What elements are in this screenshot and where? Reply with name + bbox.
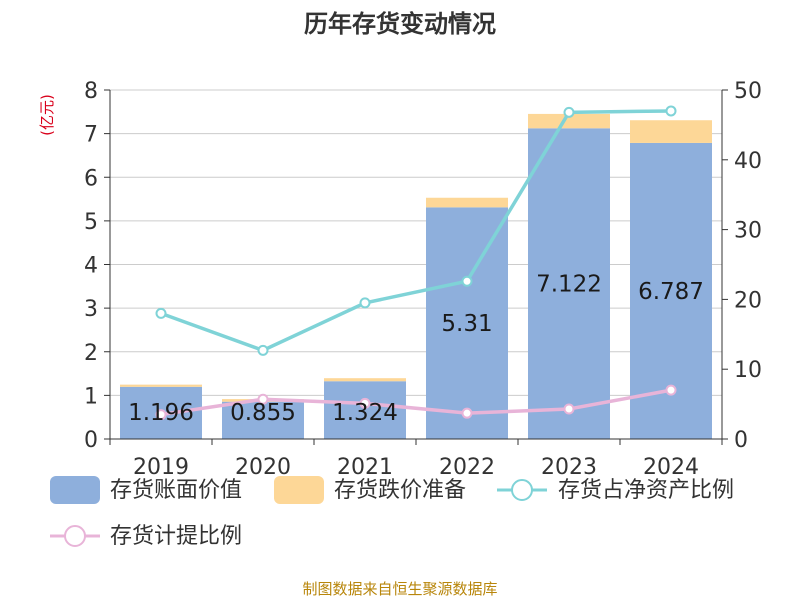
bar-label-2023: 7.122 xyxy=(536,272,602,298)
legend-marker-provision-ratio xyxy=(64,525,86,547)
right-tick-label: 30 xyxy=(734,219,762,244)
left-tick-label: 0 xyxy=(84,428,98,453)
right-axis-unit: % xyxy=(796,85,800,99)
x-tick-label: 2023 xyxy=(541,455,597,480)
gridlines xyxy=(110,89,722,396)
x-tick-label: 2021 xyxy=(337,455,393,480)
axes: 0 1 2 3 4 5 6 7 8 0 10 20 30 40 50 2019 2020 2021 2022 2023… xyxy=(84,79,762,480)
bar-series xyxy=(120,113,712,440)
right-tick-label: 50 xyxy=(734,79,762,104)
left-tick-label: 3 xyxy=(84,297,98,322)
bar-label-2024: 6.787 xyxy=(638,279,704,305)
point-provision-ratio-2020 xyxy=(257,393,269,405)
legend-label-net-asset-ratio: 存货占净资产比例 xyxy=(558,478,734,503)
bar-provision-2023 xyxy=(528,113,610,129)
bar-provision-2024 xyxy=(630,120,712,143)
point-net-asset-ratio-2022 xyxy=(461,275,473,287)
x-tick-label: 2019 xyxy=(133,455,189,480)
bar-provision-2019 xyxy=(120,384,202,387)
bar-provision-2022 xyxy=(426,197,508,208)
right-tick-label: 40 xyxy=(734,149,762,174)
left-tick-label: 1 xyxy=(84,384,98,409)
point-net-asset-ratio-2023 xyxy=(563,106,575,118)
point-provision-ratio-2021 xyxy=(359,397,371,409)
line-provision-ratio xyxy=(160,388,672,417)
legend-swatch-provision xyxy=(274,476,324,504)
left-tick-label: 4 xyxy=(84,254,98,279)
chart-title: 历年存货变动情况 xyxy=(304,10,496,38)
bar-value-labels: 1.196 0.855 1.324 5.31 7.122 6.787 xyxy=(128,272,704,426)
source-note: 制图数据来自恒生聚源数据库 xyxy=(302,580,497,598)
bar-book-value-2023 xyxy=(528,128,610,440)
point-provision-ratio-2023 xyxy=(563,403,575,415)
left-axis-unit: (亿元) xyxy=(38,94,56,136)
x-tick-label: 2022 xyxy=(439,455,495,480)
left-tick-label: 8 xyxy=(84,79,98,104)
point-provision-ratio-2024 xyxy=(665,384,677,396)
bar-label-2021: 1.324 xyxy=(332,400,398,426)
x-tick-label: 2020 xyxy=(235,455,291,480)
line-net-asset-ratio xyxy=(160,109,672,353)
bar-book-value-2020 xyxy=(222,401,304,439)
x-tick-label: 2024 xyxy=(643,455,699,480)
legend-label-provision-ratio: 存货计提比例 xyxy=(110,524,242,549)
bar-label-2020: 0.855 xyxy=(230,400,296,426)
left-tick-label: 7 xyxy=(84,123,98,148)
bar-book-value-2021 xyxy=(324,381,406,439)
legend-swatch-book-value xyxy=(50,476,100,504)
bar-provision-2021 xyxy=(324,378,406,382)
bar-label-2022: 5.31 xyxy=(441,311,492,337)
legend-label-book-value: 存货账面价值 xyxy=(110,478,242,503)
point-net-asset-ratio-2021 xyxy=(359,297,371,309)
left-tick-label: 5 xyxy=(84,210,98,235)
point-net-asset-ratio-2024 xyxy=(665,105,677,117)
bar-label-2019: 1.196 xyxy=(128,400,194,426)
point-provision-ratio-2019 xyxy=(155,409,167,421)
point-net-asset-ratio-2020 xyxy=(257,344,269,356)
left-tick-label: 2 xyxy=(84,341,98,366)
right-tick-label: 20 xyxy=(734,288,762,313)
right-tick-label: 0 xyxy=(734,428,748,453)
point-net-asset-ratio-2019 xyxy=(155,307,167,319)
line-series xyxy=(155,105,677,421)
right-tick-label: 10 xyxy=(734,358,762,383)
legend-marker-net-asset-ratio xyxy=(511,479,533,501)
point-provision-ratio-2022 xyxy=(461,407,473,419)
left-tick-label: 6 xyxy=(84,166,98,191)
bar-book-value-2022 xyxy=(426,207,508,439)
legend-label-provision: 存货跌价准备 xyxy=(334,478,466,503)
